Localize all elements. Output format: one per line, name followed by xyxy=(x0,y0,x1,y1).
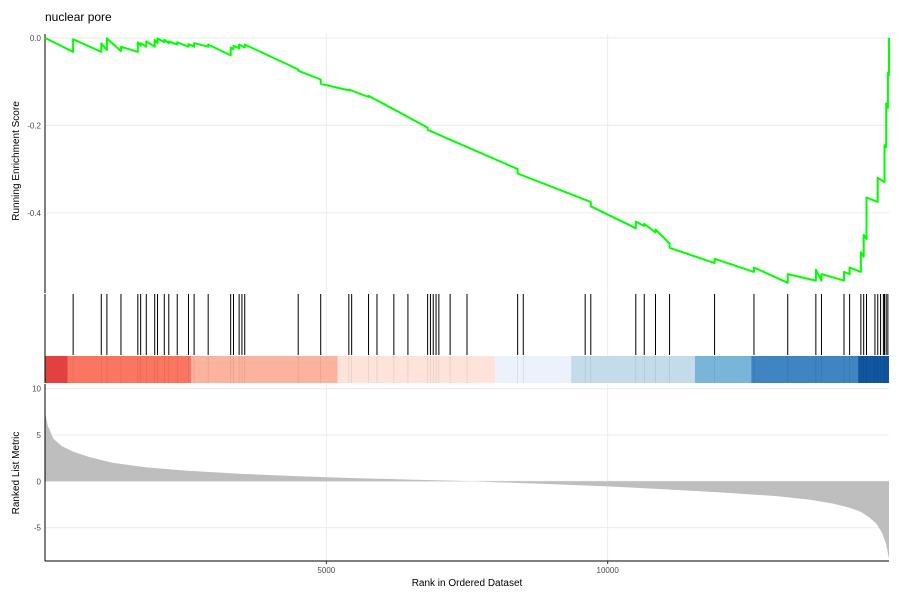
rank-colorbar-segment xyxy=(495,356,572,383)
y-tick-label: 0 xyxy=(37,477,42,486)
running-score-axis-title: Running Enrichment Score xyxy=(11,101,22,221)
x-axis-title: Rank in Ordered Dataset xyxy=(412,578,523,589)
ranked-metric-panel: 10 5 0 -5 5000 10000 xyxy=(32,384,889,575)
rank-colorbar-segment xyxy=(694,356,752,383)
y-tick-label: 0.0 xyxy=(30,34,42,43)
rank-colorbar-segment xyxy=(858,356,889,383)
running-score-panel: 0.0 -0.2 -0.4 xyxy=(27,34,890,293)
running-score-line xyxy=(44,37,890,284)
y-tick-label: -0.4 xyxy=(27,209,41,218)
y-tick-label: -5 xyxy=(34,524,42,533)
rank-colorbar-segment xyxy=(67,356,192,383)
chart-title: nuclear pore xyxy=(45,10,112,24)
y-tick-label: -0.2 xyxy=(27,121,41,130)
ranked-metric-area xyxy=(45,411,889,560)
x-tick-label: 10000 xyxy=(597,566,620,575)
y-tick-label: 10 xyxy=(32,385,41,394)
rank-colorbar-segment xyxy=(337,356,496,383)
rank-colorbar-segment xyxy=(45,356,68,383)
ranked-metric-axis-title: Ranked List Metric xyxy=(11,432,22,515)
rank-colorbar-segment xyxy=(191,356,338,383)
rank-colorbar-segment xyxy=(571,356,695,383)
rank-colorbar-segment xyxy=(751,356,859,383)
y-tick-label: 5 xyxy=(37,431,42,440)
gene-hits-panel xyxy=(44,294,889,383)
x-tick-label: 5000 xyxy=(317,566,335,575)
